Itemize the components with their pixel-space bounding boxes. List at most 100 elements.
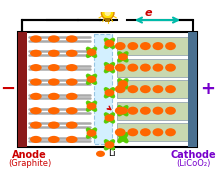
Ellipse shape [86,127,97,139]
Ellipse shape [140,107,151,115]
Ellipse shape [118,105,128,116]
Ellipse shape [96,151,105,157]
Bar [94,34,112,144]
Ellipse shape [140,64,151,72]
Ellipse shape [86,74,97,85]
Ellipse shape [30,107,42,114]
Ellipse shape [86,47,97,58]
Ellipse shape [104,140,115,150]
Bar [18,32,27,147]
Ellipse shape [104,113,115,123]
Ellipse shape [117,79,129,89]
Ellipse shape [115,85,126,93]
Ellipse shape [48,93,60,100]
Ellipse shape [86,101,97,112]
Ellipse shape [153,107,163,115]
Ellipse shape [153,85,163,93]
Ellipse shape [86,101,97,111]
Ellipse shape [118,51,128,63]
Ellipse shape [66,136,78,143]
Bar [188,32,197,147]
Ellipse shape [104,62,115,73]
Text: Anode: Anode [12,150,47,160]
Ellipse shape [87,103,96,110]
Ellipse shape [86,128,97,138]
Ellipse shape [30,136,42,143]
Ellipse shape [66,93,78,100]
Ellipse shape [48,64,60,71]
Ellipse shape [104,113,115,123]
Bar [105,18,110,22]
Ellipse shape [86,47,97,57]
Ellipse shape [165,128,176,136]
Ellipse shape [118,132,128,143]
Text: −: − [0,80,15,98]
Ellipse shape [30,93,42,100]
Ellipse shape [127,85,138,93]
Ellipse shape [66,78,78,86]
Ellipse shape [118,107,128,114]
Ellipse shape [30,78,42,86]
Ellipse shape [86,47,97,57]
Ellipse shape [104,88,115,98]
Ellipse shape [66,122,78,129]
Ellipse shape [30,50,42,57]
Text: Li: Li [108,149,115,158]
Ellipse shape [117,106,129,116]
Ellipse shape [30,35,42,43]
Ellipse shape [165,107,176,115]
Ellipse shape [104,62,115,73]
Ellipse shape [115,128,126,136]
Ellipse shape [118,80,128,87]
Ellipse shape [140,42,151,50]
Ellipse shape [48,78,60,86]
Ellipse shape [165,64,176,72]
Ellipse shape [117,106,129,116]
Ellipse shape [86,47,97,58]
Ellipse shape [105,141,114,148]
Ellipse shape [118,105,128,116]
Ellipse shape [153,128,163,136]
Ellipse shape [118,78,128,90]
Ellipse shape [87,76,96,83]
Ellipse shape [48,136,60,143]
Ellipse shape [104,38,115,48]
Ellipse shape [86,101,97,111]
Ellipse shape [165,42,176,50]
FancyArrowPatch shape [107,106,111,110]
Ellipse shape [104,87,115,98]
Text: (Graphite): (Graphite) [8,159,51,168]
Ellipse shape [118,53,128,60]
Circle shape [101,7,114,19]
Ellipse shape [30,122,42,129]
Ellipse shape [48,50,60,57]
Ellipse shape [87,49,96,56]
Ellipse shape [127,42,138,50]
Bar [117,123,187,141]
Ellipse shape [117,52,129,62]
Ellipse shape [153,42,163,50]
Circle shape [105,10,111,16]
Bar [117,59,187,77]
Ellipse shape [118,78,128,90]
Ellipse shape [66,50,78,57]
Ellipse shape [86,74,97,84]
Ellipse shape [105,114,114,122]
Ellipse shape [30,64,42,71]
Ellipse shape [140,85,151,93]
Ellipse shape [104,38,115,49]
Ellipse shape [127,128,138,136]
Ellipse shape [127,64,138,72]
Ellipse shape [104,112,115,124]
Ellipse shape [165,85,176,93]
Ellipse shape [115,42,126,50]
Ellipse shape [117,79,129,89]
Ellipse shape [48,107,60,114]
Ellipse shape [66,64,78,71]
Ellipse shape [66,107,78,114]
Ellipse shape [127,107,138,115]
Ellipse shape [48,122,60,129]
Ellipse shape [87,130,96,137]
Ellipse shape [104,38,115,48]
Bar [117,80,187,98]
